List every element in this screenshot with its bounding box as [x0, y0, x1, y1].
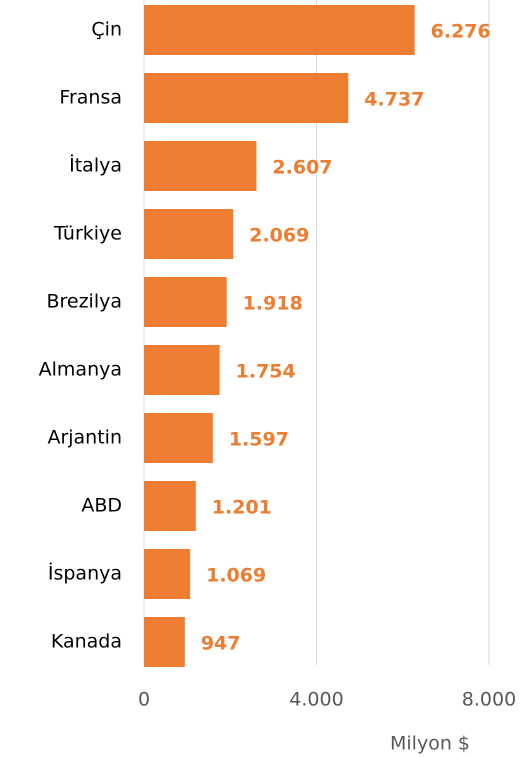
bar [144, 413, 213, 463]
bar [144, 481, 196, 531]
data-label: 2.069 [249, 225, 309, 247]
data-label: 1.201 [212, 497, 272, 519]
y-tick-label: ABD [81, 495, 122, 517]
bar [144, 345, 220, 395]
y-tick-label: Çin [91, 19, 122, 41]
y-tick-label: İtalya [69, 154, 122, 177]
y-tick-label: Kanada [51, 631, 122, 653]
x-axis-title: Milyon $ [390, 733, 470, 755]
bar [144, 617, 185, 667]
bar [144, 73, 349, 123]
y-tick-label: Arjantin [47, 427, 122, 449]
data-label: 1.918 [243, 293, 303, 315]
data-label: 4.737 [364, 89, 424, 111]
data-label: 2.607 [272, 157, 332, 179]
y-tick-label: Brezilya [46, 291, 122, 313]
bar [144, 141, 257, 191]
bar [144, 549, 191, 599]
y-tick-label: Almanya [39, 359, 122, 381]
y-tick-label: Türkiye [53, 223, 122, 245]
bar [144, 209, 234, 259]
data-label: 6.276 [431, 21, 491, 43]
data-label: 947 [201, 633, 241, 655]
data-label: 1.597 [229, 429, 289, 451]
data-label: 1.754 [236, 361, 296, 383]
bar [144, 5, 415, 55]
y-tick-label: Fransa [59, 87, 122, 109]
data-label: 1.069 [206, 565, 266, 587]
x-tick-label: 0 [138, 689, 150, 711]
x-tick-label: 4.000 [289, 689, 343, 711]
bar [144, 277, 227, 327]
x-tick-label: 8.000 [462, 689, 516, 711]
y-tick-label: İspanya [48, 562, 122, 585]
